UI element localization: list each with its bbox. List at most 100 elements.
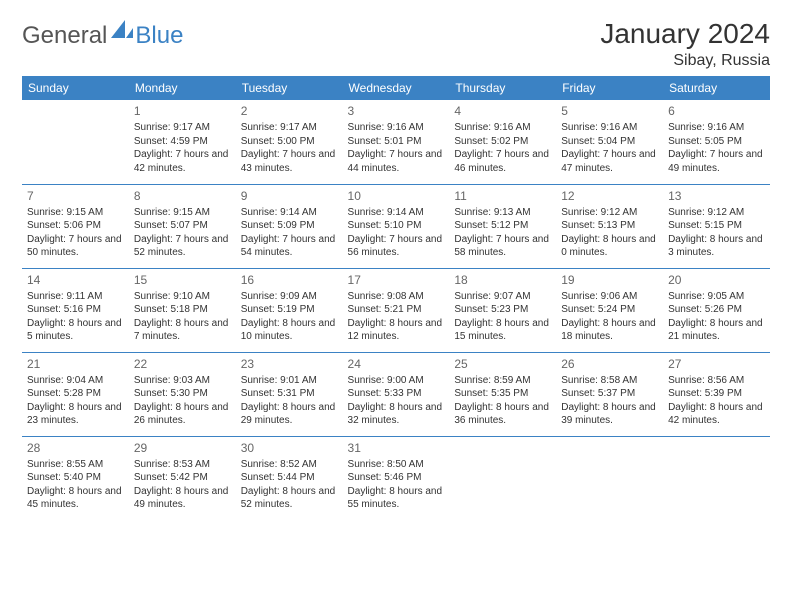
daylight-text: Daylight: 8 hours and 12 minutes. [348, 317, 445, 344]
day-number: 1 [134, 103, 231, 119]
daylight-text: Daylight: 8 hours and 15 minutes. [454, 317, 551, 344]
sunrise-text: Sunrise: 8:59 AM [454, 374, 551, 388]
daylight-text: Daylight: 7 hours and 56 minutes. [348, 233, 445, 260]
day-number: 7 [27, 188, 124, 204]
day-number: 9 [241, 188, 338, 204]
day-number: 21 [27, 356, 124, 372]
weekday-header: Friday [556, 76, 663, 100]
daylight-text: Daylight: 8 hours and 32 minutes. [348, 401, 445, 428]
day-number: 24 [348, 356, 445, 372]
calendar-day-cell: 24Sunrise: 9:00 AMSunset: 5:33 PMDayligh… [343, 352, 450, 436]
sunset-text: Sunset: 5:00 PM [241, 135, 338, 149]
calendar-week-row: 1Sunrise: 9:17 AMSunset: 4:59 PMDaylight… [22, 100, 770, 184]
day-number: 22 [134, 356, 231, 372]
calendar-day-cell: 13Sunrise: 9:12 AMSunset: 5:15 PMDayligh… [663, 184, 770, 268]
calendar-day-cell: 1Sunrise: 9:17 AMSunset: 4:59 PMDaylight… [129, 100, 236, 184]
weekday-header: Saturday [663, 76, 770, 100]
header: General Blue January 2024 Sibay, Russia [22, 18, 770, 70]
sunrise-text: Sunrise: 8:52 AM [241, 458, 338, 472]
sunrise-text: Sunrise: 9:07 AM [454, 290, 551, 304]
sunrise-text: Sunrise: 9:14 AM [348, 206, 445, 220]
calendar-day-cell: 25Sunrise: 8:59 AMSunset: 5:35 PMDayligh… [449, 352, 556, 436]
sunrise-text: Sunrise: 9:10 AM [134, 290, 231, 304]
sunrise-text: Sunrise: 9:13 AM [454, 206, 551, 220]
sunset-text: Sunset: 5:04 PM [561, 135, 658, 149]
sunset-text: Sunset: 5:02 PM [454, 135, 551, 149]
sunrise-text: Sunrise: 9:16 AM [348, 121, 445, 135]
calendar-day-cell [22, 100, 129, 184]
sunset-text: Sunset: 5:24 PM [561, 303, 658, 317]
day-number: 27 [668, 356, 765, 372]
day-number: 17 [348, 272, 445, 288]
daylight-text: Daylight: 8 hours and 49 minutes. [134, 485, 231, 512]
calendar-day-cell: 29Sunrise: 8:53 AMSunset: 5:42 PMDayligh… [129, 436, 236, 520]
sunset-text: Sunset: 5:16 PM [27, 303, 124, 317]
sunrise-text: Sunrise: 9:12 AM [668, 206, 765, 220]
sunrise-text: Sunrise: 8:53 AM [134, 458, 231, 472]
daylight-text: Daylight: 7 hours and 52 minutes. [134, 233, 231, 260]
daylight-text: Daylight: 8 hours and 5 minutes. [27, 317, 124, 344]
sunrise-text: Sunrise: 9:15 AM [27, 206, 124, 220]
logo-text-a: General [22, 22, 107, 50]
day-number: 20 [668, 272, 765, 288]
sunrise-text: Sunrise: 8:55 AM [27, 458, 124, 472]
calendar-day-cell: 16Sunrise: 9:09 AMSunset: 5:19 PMDayligh… [236, 268, 343, 352]
day-number: 13 [668, 188, 765, 204]
sunset-text: Sunset: 5:13 PM [561, 219, 658, 233]
calendar-day-cell: 18Sunrise: 9:07 AMSunset: 5:23 PMDayligh… [449, 268, 556, 352]
day-number: 26 [561, 356, 658, 372]
sunrise-text: Sunrise: 9:04 AM [27, 374, 124, 388]
daylight-text: Daylight: 7 hours and 54 minutes. [241, 233, 338, 260]
daylight-text: Daylight: 8 hours and 36 minutes. [454, 401, 551, 428]
location: Sibay, Russia [600, 52, 770, 70]
daylight-text: Daylight: 7 hours and 49 minutes. [668, 148, 765, 175]
daylight-text: Daylight: 7 hours and 46 minutes. [454, 148, 551, 175]
calendar-day-cell: 19Sunrise: 9:06 AMSunset: 5:24 PMDayligh… [556, 268, 663, 352]
day-number: 12 [561, 188, 658, 204]
sunset-text: Sunset: 5:31 PM [241, 387, 338, 401]
daylight-text: Daylight: 7 hours and 42 minutes. [134, 148, 231, 175]
weekday-header: Monday [129, 76, 236, 100]
calendar-day-cell: 28Sunrise: 8:55 AMSunset: 5:40 PMDayligh… [22, 436, 129, 520]
sunrise-text: Sunrise: 9:16 AM [561, 121, 658, 135]
calendar-day-cell: 4Sunrise: 9:16 AMSunset: 5:02 PMDaylight… [449, 100, 556, 184]
calendar-day-cell [449, 436, 556, 520]
sunset-text: Sunset: 5:06 PM [27, 219, 124, 233]
day-number: 28 [27, 440, 124, 456]
calendar-day-cell [556, 436, 663, 520]
calendar-day-cell: 27Sunrise: 8:56 AMSunset: 5:39 PMDayligh… [663, 352, 770, 436]
logo: General Blue [22, 20, 183, 51]
day-number: 3 [348, 103, 445, 119]
sunset-text: Sunset: 5:21 PM [348, 303, 445, 317]
sunset-text: Sunset: 5:39 PM [668, 387, 765, 401]
sunset-text: Sunset: 5:15 PM [668, 219, 765, 233]
sunrise-text: Sunrise: 8:58 AM [561, 374, 658, 388]
daylight-text: Daylight: 7 hours and 58 minutes. [454, 233, 551, 260]
calendar-day-cell: 10Sunrise: 9:14 AMSunset: 5:10 PMDayligh… [343, 184, 450, 268]
weekday-header: Tuesday [236, 76, 343, 100]
sunset-text: Sunset: 5:37 PM [561, 387, 658, 401]
day-number: 30 [241, 440, 338, 456]
sunset-text: Sunset: 5:35 PM [454, 387, 551, 401]
sunset-text: Sunset: 5:19 PM [241, 303, 338, 317]
day-number: 23 [241, 356, 338, 372]
daylight-text: Daylight: 8 hours and 7 minutes. [134, 317, 231, 344]
day-number: 16 [241, 272, 338, 288]
weekday-header: Sunday [22, 76, 129, 100]
daylight-text: Daylight: 8 hours and 23 minutes. [27, 401, 124, 428]
month-title: January 2024 [600, 18, 770, 50]
sunrise-text: Sunrise: 9:11 AM [27, 290, 124, 304]
calendar-week-row: 14Sunrise: 9:11 AMSunset: 5:16 PMDayligh… [22, 268, 770, 352]
day-number: 15 [134, 272, 231, 288]
daylight-text: Daylight: 8 hours and 39 minutes. [561, 401, 658, 428]
calendar-day-cell: 23Sunrise: 9:01 AMSunset: 5:31 PMDayligh… [236, 352, 343, 436]
calendar-day-cell: 17Sunrise: 9:08 AMSunset: 5:21 PMDayligh… [343, 268, 450, 352]
calendar-day-cell: 11Sunrise: 9:13 AMSunset: 5:12 PMDayligh… [449, 184, 556, 268]
sunrise-text: Sunrise: 9:16 AM [454, 121, 551, 135]
day-number: 2 [241, 103, 338, 119]
sunrise-text: Sunrise: 9:00 AM [348, 374, 445, 388]
daylight-text: Daylight: 8 hours and 10 minutes. [241, 317, 338, 344]
calendar-day-cell: 30Sunrise: 8:52 AMSunset: 5:44 PMDayligh… [236, 436, 343, 520]
day-number: 29 [134, 440, 231, 456]
calendar-day-cell: 26 Sunrise: 8:58 AMSunset: 5:37 PMDayligh… [556, 352, 663, 436]
